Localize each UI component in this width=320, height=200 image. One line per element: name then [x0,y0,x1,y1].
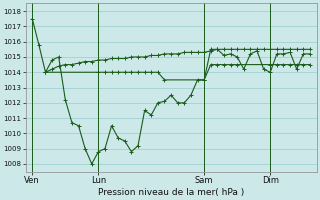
X-axis label: Pression niveau de la mer( hPa ): Pression niveau de la mer( hPa ) [98,188,244,197]
